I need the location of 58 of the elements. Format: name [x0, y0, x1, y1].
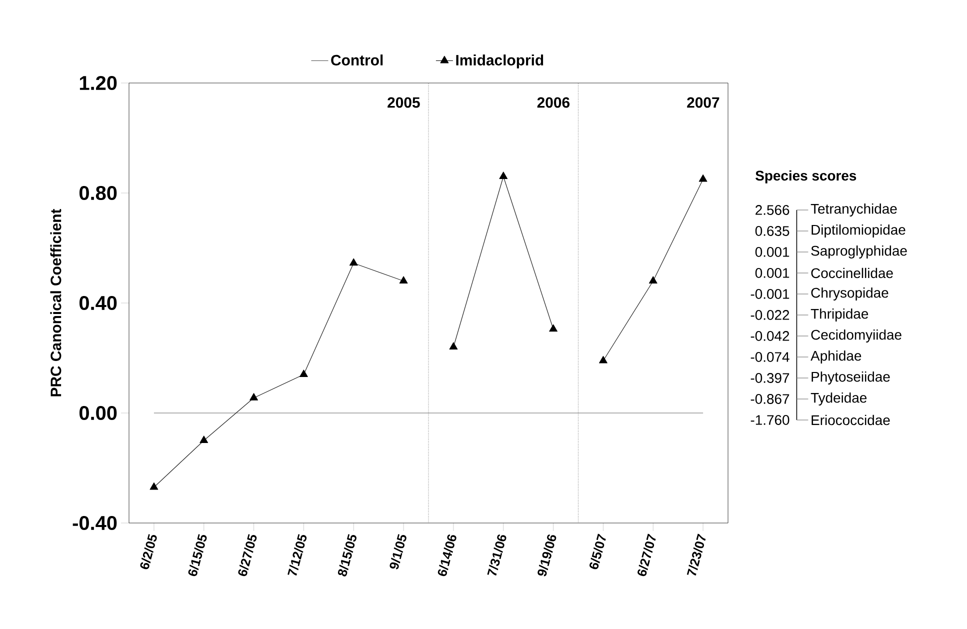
x-tick-label: 7/31/06	[487, 534, 506, 576]
category-label: Saproglyphidae	[811, 245, 907, 258]
annotation: 2006	[537, 97, 570, 108]
point	[499, 172, 508, 180]
category-label: Phytoseiidae	[812, 371, 890, 384]
text: -0.001	[750, 289, 790, 299]
point	[648, 276, 658, 284]
point	[549, 324, 558, 332]
category-label: Tetranychidae	[810, 203, 897, 216]
x-tick-label: 9/19/06	[538, 534, 556, 576]
y-tick-label: 0.00	[79, 406, 117, 420]
x-tick-label: 6/14/06	[438, 534, 456, 576]
category-label: Chrysopidae	[811, 287, 888, 300]
text: 0.001	[755, 247, 790, 257]
category-label: Tydeidae	[810, 392, 867, 406]
text: -0.867	[750, 394, 790, 404]
x-tick-label: 7/23/07	[686, 534, 706, 576]
point	[599, 356, 608, 364]
x-tick-label: 8/15/05	[338, 534, 356, 576]
annotation: 2005	[388, 97, 420, 108]
text: 2.566	[756, 205, 790, 215]
point	[449, 342, 458, 350]
x-tick-label: 6/2/05	[140, 534, 157, 570]
legend-label: Control	[331, 54, 383, 66]
point	[150, 482, 158, 490]
point	[698, 174, 708, 182]
category-label: Cecidomyiidae	[811, 329, 902, 342]
y-axis-title: PRC Canonical Coefficient	[50, 208, 62, 396]
text: -0.397	[750, 373, 790, 383]
point	[300, 370, 308, 378]
text: -1.760	[750, 415, 790, 425]
x-tick-label: 6/15/05	[188, 534, 207, 576]
annotation: 2007	[687, 97, 720, 108]
x-tick-label: 7/12/05	[288, 534, 307, 576]
y-tick-label: 0.40	[79, 296, 117, 310]
x-tick-label: 9/1/05	[390, 534, 406, 570]
text: 0.635	[755, 226, 790, 236]
text: -0.022	[750, 310, 790, 320]
legend-label: Imidacloprid	[456, 54, 544, 68]
y-tick-label: 0.80	[79, 186, 117, 200]
y-tick-label: 1.20	[80, 76, 117, 90]
text: -0.042	[750, 331, 790, 341]
category-label: Diptilomiopidae	[812, 224, 906, 238]
text: 0.001	[755, 268, 790, 278]
x-tick-label: 6/27/05	[238, 534, 257, 576]
category-label: Aphidae	[810, 350, 862, 364]
y-tick-label: -0.40	[72, 516, 117, 530]
point	[200, 436, 208, 444]
text: -0.074	[750, 352, 790, 362]
text: Species scores	[756, 170, 856, 184]
point	[250, 393, 258, 400]
category-label: Eriococcidae	[812, 414, 890, 426]
point	[349, 258, 358, 266]
point	[399, 276, 408, 284]
category-label: Thripidae	[810, 308, 868, 322]
x-tick-label: 6/27/07	[638, 534, 656, 576]
category-label: Coccinellidae	[811, 268, 893, 278]
x-tick-label: 6/5/07	[590, 534, 606, 570]
